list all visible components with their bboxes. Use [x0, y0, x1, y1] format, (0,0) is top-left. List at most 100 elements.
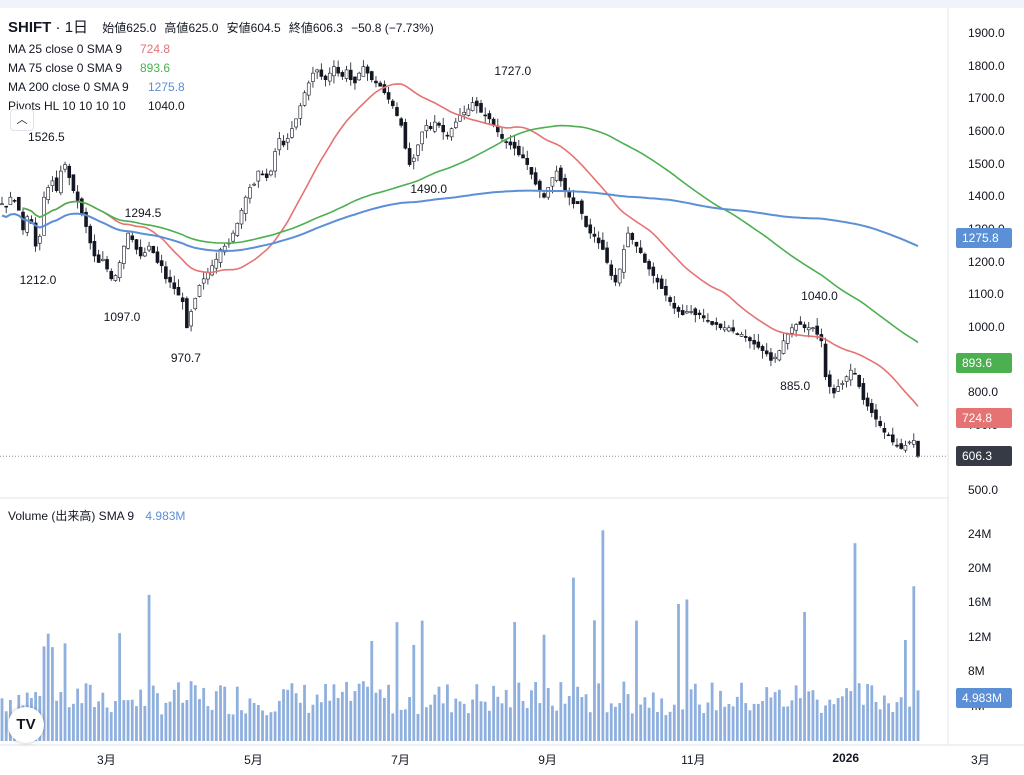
candle-body — [75, 191, 80, 201]
indicator-ma25[interactable]: MA 25 close 0 SMA 9 724.8 — [8, 40, 434, 59]
candle-body — [218, 249, 223, 263]
collapse-legend-button[interactable]: ︿ — [10, 109, 34, 131]
volume-bar — [395, 622, 399, 741]
indicator-label: MA 75 close 0 SMA 9 — [8, 61, 123, 75]
volume-bar — [874, 702, 878, 741]
indicator-ma200[interactable]: MA 200 close 0 SMA 9 1275.8 — [8, 78, 434, 97]
volume-bar — [626, 694, 630, 741]
volume-bar — [122, 700, 126, 741]
volume-bar — [412, 644, 416, 741]
volume-bar — [828, 699, 832, 741]
candle-body — [441, 125, 445, 133]
candle-body — [63, 164, 67, 170]
volume-bar — [647, 707, 651, 741]
volume-bar — [756, 703, 760, 741]
candle-body — [361, 66, 366, 77]
volume-bar — [681, 709, 685, 741]
pivot-label: 970.7 — [170, 351, 201, 366]
top-toolbar-strip — [0, 0, 1024, 8]
candle-body — [33, 222, 38, 247]
volume-bar — [710, 682, 714, 741]
candle-body — [432, 121, 437, 132]
candle-body — [613, 274, 618, 283]
candle-body — [865, 397, 870, 407]
volume-bar — [114, 701, 117, 741]
volume-bar — [361, 681, 365, 741]
candle-body — [533, 172, 538, 185]
candle-body — [857, 375, 861, 387]
candle-body — [869, 403, 874, 413]
volume-bar — [576, 686, 580, 741]
candle-body — [147, 245, 151, 251]
volume-bar — [517, 682, 521, 741]
candle-body — [126, 232, 130, 249]
candle-body — [12, 200, 17, 202]
candle-body — [680, 310, 685, 316]
candle-body — [197, 285, 202, 297]
candle-body — [122, 245, 126, 264]
volume-bar — [912, 586, 916, 741]
volume-bar — [319, 702, 323, 741]
indicator-pivots[interactable]: Pivots HL 10 10 10 10 1040.0 — [8, 97, 434, 116]
candle-body — [529, 167, 534, 175]
candle-body — [575, 201, 580, 205]
tradingview-logo-icon[interactable]: TV — [8, 707, 44, 743]
price-tick-label: 500.0 — [968, 483, 999, 497]
candle-body — [550, 177, 555, 187]
candle-body — [571, 197, 576, 205]
candle-body — [365, 66, 370, 74]
indicator-value: 724.8 — [140, 42, 171, 56]
volume-bar — [0, 698, 4, 741]
volume-legend[interactable]: Volume (出来高) SMA 9 4.983M — [8, 507, 185, 524]
candle-body — [344, 69, 349, 79]
candle-body — [462, 112, 467, 116]
logo-text: TV — [16, 716, 36, 733]
candle-body — [260, 173, 265, 176]
volume-bar — [63, 643, 67, 741]
volume-bar — [513, 621, 517, 741]
candle-body — [634, 241, 639, 247]
volume-bar — [853, 543, 857, 741]
candle-body — [542, 193, 546, 198]
indicator-ma75[interactable]: MA 75 close 0 SMA 9 893.6 — [8, 59, 434, 78]
volume-bar — [744, 703, 748, 741]
candle-body — [50, 180, 55, 187]
symbol-name[interactable]: SHIFT — [8, 19, 52, 36]
candle-body — [201, 278, 206, 284]
volume-bar — [761, 701, 764, 741]
volume-bar — [488, 710, 491, 741]
volume-bar — [193, 685, 197, 741]
candle-body — [840, 382, 845, 385]
candle-body — [651, 266, 656, 276]
candle-body — [109, 271, 114, 280]
candle-body — [903, 444, 908, 451]
volume-bar — [403, 709, 407, 741]
volume-bar — [509, 707, 512, 741]
candle-body — [96, 254, 101, 263]
candle-body — [802, 324, 807, 329]
low-label: 安値 — [226, 21, 251, 35]
volume-bar — [210, 709, 214, 741]
volume-bar — [324, 684, 327, 741]
candle-body — [357, 72, 361, 81]
candle-body — [54, 177, 59, 191]
volume-bar — [235, 686, 239, 741]
candle-body — [525, 158, 530, 165]
candle-body — [298, 105, 303, 119]
price-tick-label: 800.0 — [968, 385, 999, 400]
volume-bar — [824, 705, 827, 741]
volume-bar — [794, 685, 798, 741]
candle-body — [407, 148, 412, 165]
candle-body — [411, 157, 416, 162]
candle-body — [664, 285, 668, 296]
volume-bar — [735, 696, 739, 741]
low-value: 604.5 — [250, 21, 281, 35]
candle-body — [794, 324, 798, 331]
volume-bar — [294, 693, 298, 741]
volume-bar — [391, 713, 395, 741]
volume-bar — [878, 709, 882, 741]
interval-label[interactable]: 1日 — [64, 19, 89, 36]
candle-body — [155, 251, 160, 263]
candle-body — [59, 170, 63, 194]
